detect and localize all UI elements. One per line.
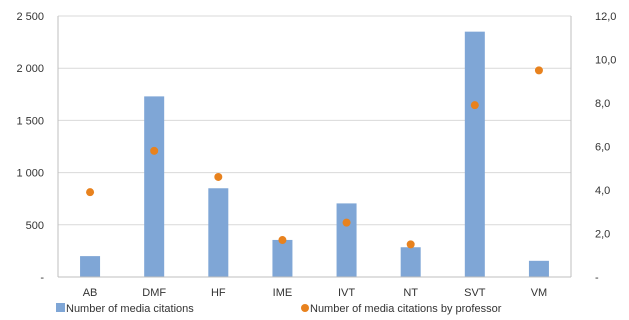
left-axis-ticks: - 500 1 000 1 500 2 000 2 500 (16, 11, 44, 284)
x-tick-label: VM (531, 287, 548, 299)
left-tick-label: - (40, 272, 44, 284)
bar-ab (80, 256, 101, 277)
x-tick-label: DMF (142, 287, 166, 299)
bar-ivt (336, 203, 357, 277)
legend-swatch-dot (301, 304, 309, 312)
right-tick-label: 10,0 (595, 55, 616, 67)
right-axis-ticks: - 2,0 4,0 6,0 8,0 10,0 12,0 (595, 11, 616, 284)
x-tick-label: SVT (464, 287, 486, 299)
bar-hf (208, 188, 229, 277)
left-tick-label: 2 000 (16, 63, 44, 75)
right-tick-label: 2,0 (595, 229, 610, 241)
legend-swatch-bar (56, 303, 65, 312)
point-nt (406, 240, 415, 249)
bar-nt (400, 247, 421, 277)
x-tick-label: NT (403, 287, 418, 299)
left-tick-label: 2 500 (16, 11, 44, 23)
right-tick-label: 6,0 (595, 142, 610, 154)
legend: Number of media citations Number of medi… (56, 303, 502, 315)
left-tick-label: 500 (26, 220, 44, 232)
right-tick-label: 8,0 (595, 98, 610, 110)
legend-label-bar: Number of media citations (66, 303, 194, 315)
bar-vm (528, 260, 549, 277)
x-tick-label: IME (273, 287, 293, 299)
right-tick-label: 12,0 (595, 11, 616, 23)
x-axis-ticks: AB DMF HF IME IVT NT SVT VM (83, 287, 547, 299)
right-tick-label: 4,0 (595, 185, 610, 197)
bar-dmf (144, 96, 165, 277)
legend-label-dot: Number of media citations by professor (310, 303, 502, 315)
left-tick-label: 1 000 (16, 168, 44, 180)
point-ime (278, 236, 287, 245)
axes (57, 16, 572, 278)
bar-ime (272, 239, 293, 277)
left-tick-label: 1 500 (16, 115, 44, 127)
point-ab (86, 188, 95, 197)
point-svt (470, 101, 479, 110)
scatter-series (86, 66, 543, 249)
right-tick-label: - (595, 272, 599, 284)
bar-series (80, 31, 549, 277)
x-tick-label: HF (211, 287, 226, 299)
x-tick-label: AB (83, 287, 98, 299)
point-vm (534, 66, 543, 75)
x-tick-label: IVT (338, 287, 355, 299)
point-dmf (150, 146, 159, 155)
point-ivt (342, 218, 351, 227)
gridlines (58, 15, 571, 226)
bar-svt (464, 31, 485, 277)
point-hf (214, 172, 223, 181)
